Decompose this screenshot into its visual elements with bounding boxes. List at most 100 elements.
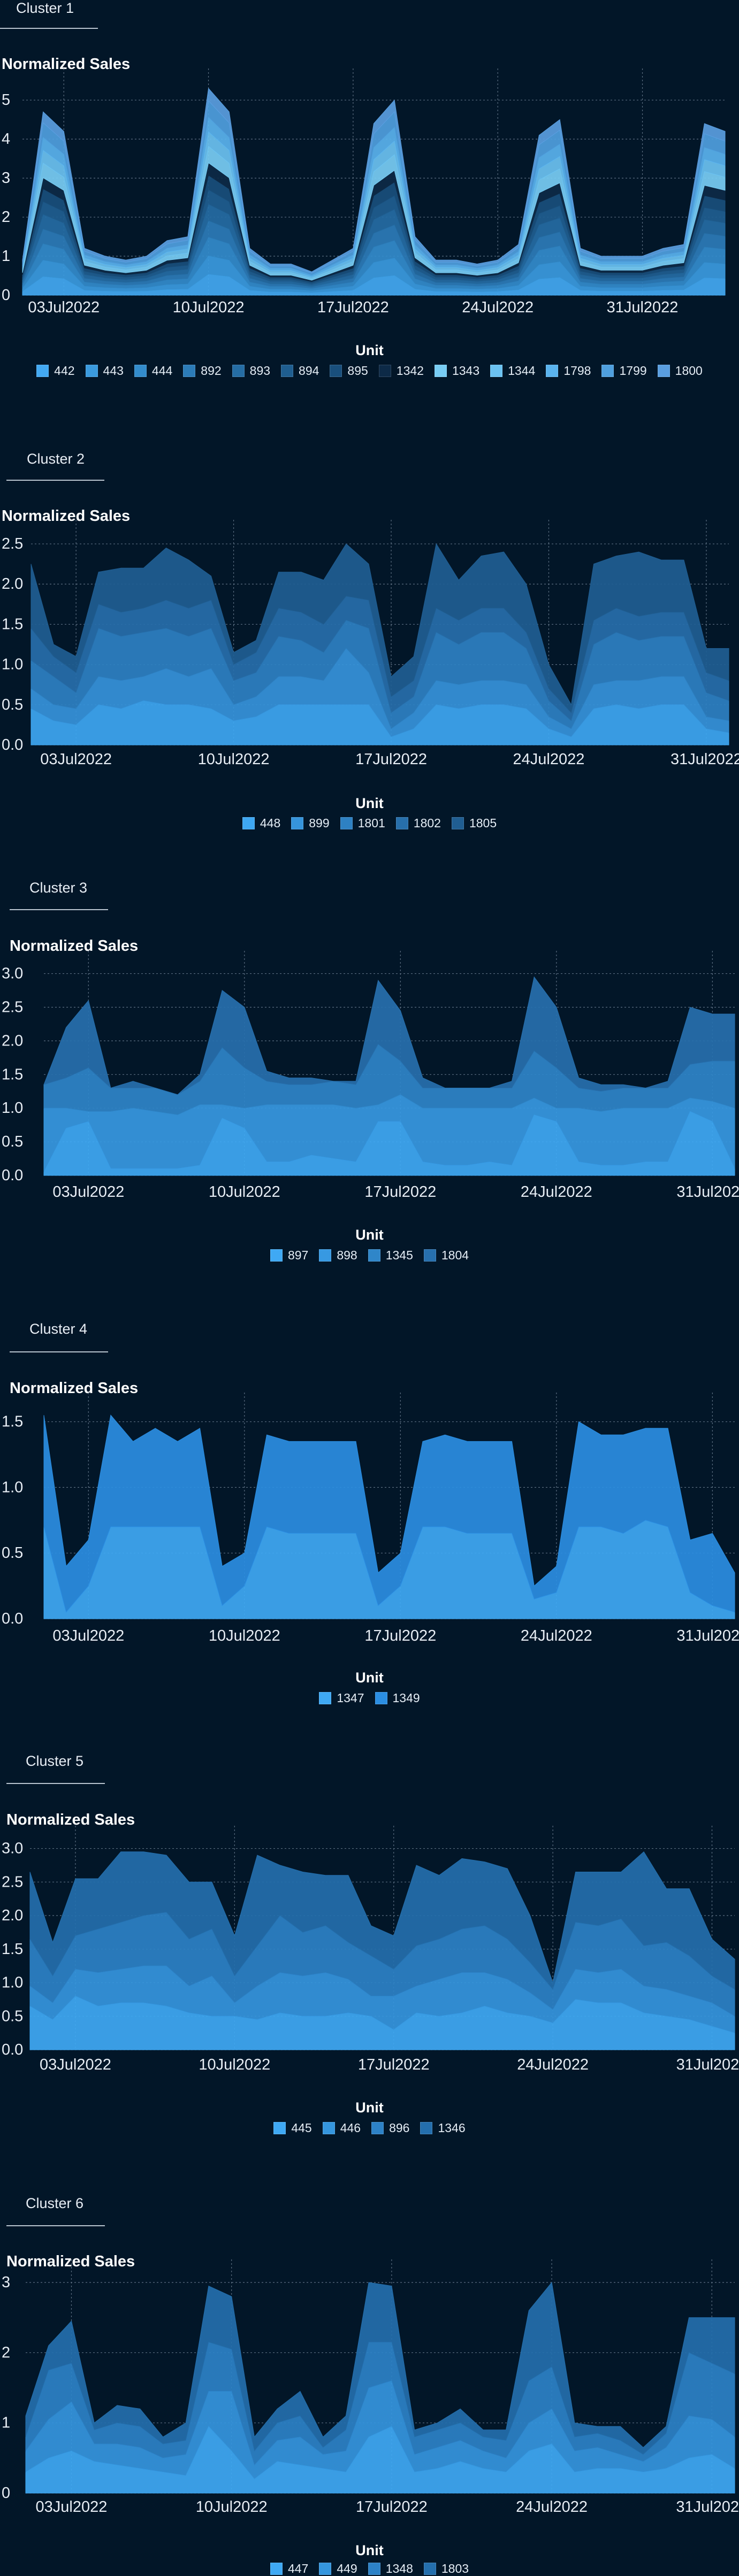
legend-swatch	[232, 365, 245, 377]
area-series-1802[interactable]	[31, 596, 729, 721]
area-series-1348[interactable]	[25, 2342, 735, 2466]
legend-item[interactable]: 1804	[423, 1248, 469, 1263]
area-series-443[interactable]	[22, 255, 726, 294]
area-series-1804[interactable]	[43, 976, 735, 1095]
area-series-1343[interactable]	[22, 145, 726, 281]
area-series-1347[interactable]	[43, 1520, 735, 1619]
area-series-447[interactable]	[25, 2426, 735, 2494]
legend-item[interactable]: 1343	[434, 364, 479, 378]
legend-item[interactable]: 1801	[340, 816, 385, 831]
legend-item[interactable]: 442	[36, 364, 75, 378]
legend-item[interactable]: 895	[330, 364, 368, 378]
legend-item[interactable]: 1798	[546, 364, 591, 378]
legend-item[interactable]: 1345	[368, 1248, 413, 1263]
chart-title: Normalized Sales	[2, 507, 131, 525]
cluster-tab-6[interactable]: Cluster 6	[26, 2195, 84, 2211]
tab-underline	[6, 1783, 105, 1784]
y-tick-label: 1	[2, 248, 10, 265]
legend-item[interactable]: 893	[232, 364, 270, 378]
cluster-tab-5[interactable]: Cluster 5	[26, 1753, 84, 1769]
area-series-892[interactable]	[22, 220, 726, 289]
legend-item[interactable]: 1344	[490, 364, 535, 378]
legend-item[interactable]: 898	[319, 1248, 357, 1263]
y-tick-label: 1.0	[2, 1974, 23, 1991]
legend-item[interactable]: 1347	[319, 1691, 364, 1705]
area-series-1346[interactable]	[29, 1851, 735, 1990]
area-series-1342[interactable]	[22, 162, 726, 282]
area-series-446[interactable]	[29, 1965, 735, 2034]
legend-item[interactable]: 896	[371, 2121, 409, 2135]
area-series-899[interactable]	[31, 648, 729, 737]
x-tick-label: 31Jul2022	[676, 1627, 739, 1644]
cluster-tab-2[interactable]: Cluster 2	[27, 451, 85, 467]
cluster-tab-1[interactable]: Cluster 1	[16, 0, 74, 16]
legend-item[interactable]: 1800	[657, 364, 703, 378]
area-series-1800[interactable]	[22, 88, 726, 274]
area-series-1345[interactable]	[43, 1043, 735, 1116]
area-series-896[interactable]	[29, 1912, 735, 2017]
x-tick-label: 24Jul2022	[513, 751, 585, 768]
legend-item[interactable]: 1346	[420, 2121, 466, 2135]
area-series-1799[interactable]	[22, 100, 726, 275]
legend-swatch	[319, 1249, 332, 1262]
x-tick-label: 03Jul2022	[28, 299, 100, 316]
legend-swatch	[291, 817, 304, 829]
legend-item[interactable]: 445	[273, 2121, 312, 2135]
area-series-893[interactable]	[22, 204, 726, 287]
legend-swatch	[319, 1692, 332, 1704]
area-series-1803[interactable]	[25, 2281, 735, 2455]
tab-underline	[0, 28, 98, 29]
legend-item[interactable]: 446	[322, 2121, 361, 2135]
legend-item[interactable]: 1342	[378, 364, 424, 378]
legend-swatch	[270, 1249, 283, 1262]
legend-item[interactable]: 1805	[451, 816, 497, 831]
y-tick-label: 0.5	[2, 2008, 23, 2025]
legend-item[interactable]: 897	[270, 1248, 308, 1263]
area-series-1801[interactable]	[31, 620, 729, 729]
area-series-444[interactable]	[22, 237, 726, 291]
legend-label: 1804	[441, 1248, 469, 1262]
legend-item[interactable]: 447	[270, 2562, 308, 2576]
area-series-1349[interactable]	[43, 1414, 735, 1613]
area-series-898[interactable]	[43, 1094, 735, 1172]
x-tick-label: 31Jul2022	[676, 2056, 739, 2073]
legend-swatch	[657, 365, 670, 377]
legend-swatch	[546, 365, 559, 377]
area-series-445[interactable]	[29, 1996, 735, 2050]
legend-item[interactable]: 448	[242, 816, 280, 831]
area-series-1805[interactable]	[31, 543, 729, 713]
legend-title: Unit	[355, 2100, 384, 2116]
legend: 448 899 1801 1802 1805	[0, 816, 739, 831]
cluster-tab-4[interactable]: Cluster 4	[29, 1321, 88, 1337]
legend-title: Unit	[355, 342, 384, 358]
legend-swatch	[319, 2563, 332, 2575]
area-series-1344[interactable]	[22, 131, 726, 279]
legend-item[interactable]: 443	[85, 364, 124, 378]
area-series-449[interactable]	[25, 2380, 735, 2480]
legend-swatch	[368, 1249, 380, 1262]
area-series-895[interactable]	[22, 174, 726, 284]
legend-item[interactable]: 899	[291, 816, 330, 831]
area-series-897[interactable]	[43, 1111, 735, 1176]
legend-item[interactable]: 1348	[368, 2562, 413, 2576]
y-tick-label: 1.5	[2, 1413, 23, 1431]
legend-item[interactable]: 1349	[375, 1691, 420, 1705]
area-series-1798[interactable]	[22, 117, 726, 277]
legend-item[interactable]: 444	[134, 364, 172, 378]
legend-item[interactable]: 1803	[423, 2562, 469, 2576]
y-tick-label: 1.0	[2, 656, 23, 673]
legend-item[interactable]: 892	[183, 364, 222, 378]
cluster-tab-3[interactable]: Cluster 3	[29, 880, 88, 896]
legend-item[interactable]: 1802	[395, 816, 441, 831]
legend-item[interactable]: 1799	[601, 364, 647, 378]
area-series-442[interactable]	[22, 274, 726, 296]
y-tick-label: 0.5	[2, 1133, 23, 1150]
legend-item[interactable]: 894	[281, 364, 319, 378]
legend-item[interactable]: 449	[319, 2562, 357, 2576]
area-series-894[interactable]	[22, 189, 726, 286]
y-tick-label: 2.0	[2, 575, 23, 593]
y-tick-label: 3.0	[2, 965, 23, 982]
area-series-448[interactable]	[31, 700, 729, 745]
